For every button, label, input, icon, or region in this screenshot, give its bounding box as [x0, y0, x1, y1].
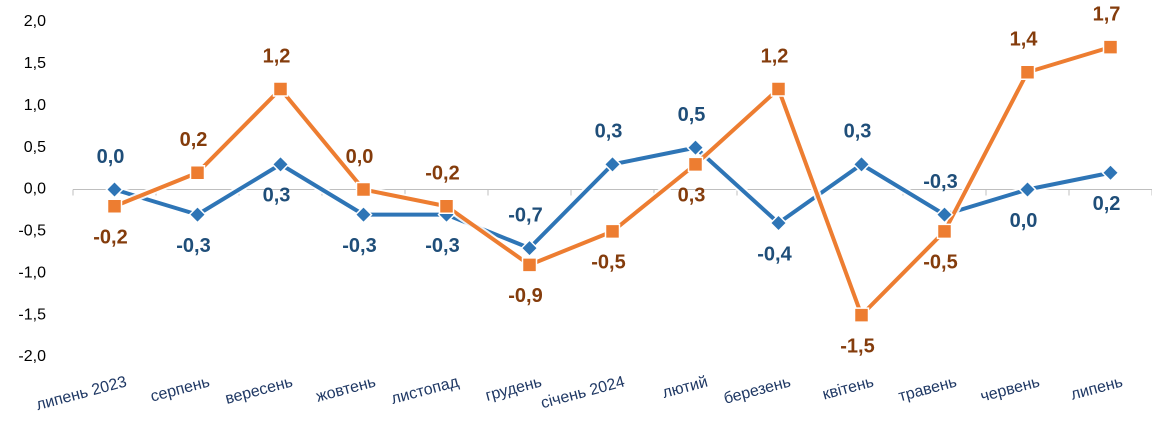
marker: [271, 155, 290, 174]
marker: [686, 138, 705, 157]
x-tick-label: червень: [979, 374, 1042, 406]
data-label: -0,3: [176, 235, 210, 257]
data-label: -0,7: [508, 204, 542, 226]
marker: [852, 155, 871, 174]
y-tick-label: -0,5: [18, 223, 46, 240]
data-label: 0,3: [844, 121, 872, 143]
x-tick-label: квітень: [821, 374, 876, 404]
marker: [1101, 163, 1120, 182]
data-label: -0,2: [93, 227, 127, 249]
data-label: 1,7: [1093, 3, 1121, 25]
data-label: -1,5: [840, 335, 874, 357]
marker: [188, 205, 207, 224]
x-tick-label: липень: [1069, 374, 1125, 404]
data-label: -0,9: [508, 285, 542, 307]
y-tick-label: -1,0: [18, 264, 46, 281]
data-label: 0,3: [678, 185, 706, 207]
data-label: 0,0: [1010, 210, 1038, 232]
y-tick-label: -2,0: [18, 348, 46, 365]
x-tick-label: серпень: [149, 374, 212, 406]
data-label: 0,5: [678, 104, 706, 126]
data-label: 0,2: [180, 129, 208, 151]
data-label: 1,4: [1010, 29, 1039, 51]
marker: [521, 257, 538, 273]
marker: [935, 205, 954, 224]
data-label: -0,5: [591, 252, 625, 274]
y-tick-label: 1,5: [24, 55, 46, 72]
data-label: -0,4: [757, 243, 792, 265]
y-tick-label: -1,5: [18, 306, 46, 323]
x-tick-label: лютий: [661, 374, 710, 402]
marker: [355, 181, 372, 198]
data-label: 0,2: [1093, 193, 1121, 215]
x-tick-label: вересень: [223, 374, 294, 408]
marker: [105, 180, 124, 199]
marker: [604, 223, 621, 240]
x-tick-label: березень: [722, 374, 793, 408]
marker: [106, 198, 123, 214]
x-tick-label: жовтень: [314, 374, 377, 406]
marker: [272, 81, 289, 97]
data-label: -0,2: [425, 163, 459, 185]
x-tick-label: листопад: [389, 373, 461, 408]
marker: [770, 81, 787, 97]
x-tick-label: травень: [897, 374, 959, 406]
marker: [1102, 39, 1119, 55]
y-tick-label: 0,5: [24, 139, 46, 156]
x-tick-label: грудень: [484, 374, 544, 405]
line: [113, 45, 1112, 318]
data-label: -0,3: [342, 235, 376, 257]
marker: [687, 156, 704, 173]
marker: [438, 198, 455, 214]
y-tick-label: 0,0: [24, 181, 46, 198]
marker: [189, 165, 206, 181]
marker: [520, 239, 539, 258]
x-tick-label: січень 2024: [539, 373, 627, 412]
marker: [853, 307, 870, 323]
data-label: 0,0: [97, 146, 125, 168]
marker: [936, 223, 953, 240]
y-tick-label: 1,0: [24, 97, 46, 114]
marker: [1018, 180, 1037, 199]
data-label: 1,2: [263, 45, 291, 67]
marker: [354, 205, 373, 224]
data-label: 0,0: [346, 146, 374, 168]
marker: [603, 155, 622, 174]
data-label: 1,2: [761, 45, 789, 67]
line-halo: [113, 43, 1112, 320]
y-tick-label: 2,0: [24, 13, 46, 30]
x-tick-label: липень 2023: [34, 373, 128, 414]
marker: [769, 213, 788, 233]
data-label: -0,5: [923, 252, 957, 274]
marker: [1019, 64, 1036, 80]
data-label: 0,3: [263, 185, 291, 207]
data-label: -0,3: [425, 235, 459, 257]
data-label: 0,3: [595, 121, 623, 143]
data-label: -0,3: [923, 171, 957, 193]
